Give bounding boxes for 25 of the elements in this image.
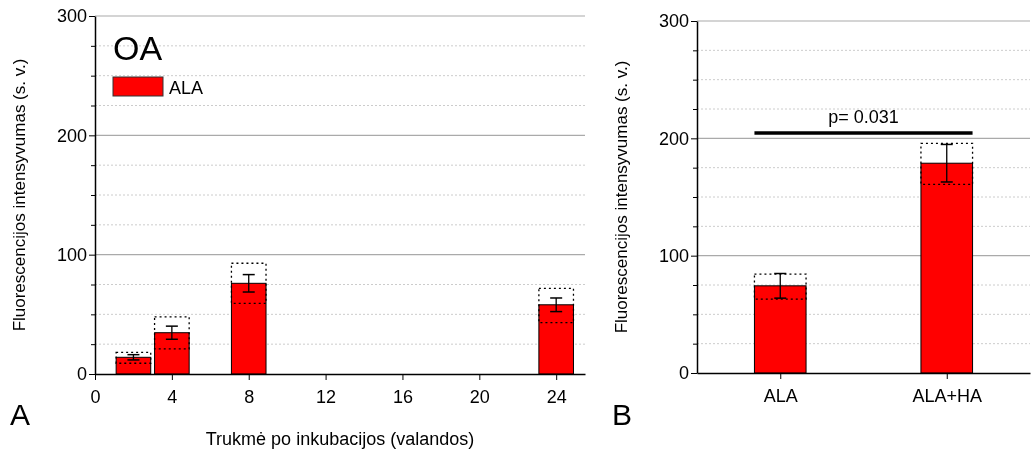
y-tick-label: 0 <box>678 363 689 384</box>
x-tick-label: 8 <box>244 386 255 407</box>
text: A <box>10 398 31 431</box>
x-tick-label: ALA <box>763 385 798 406</box>
y-tick-label: 0 <box>76 364 87 385</box>
x-tick-label: 12 <box>316 386 337 407</box>
chart-title: OA <box>113 29 163 67</box>
y-tick-label: 200 <box>56 125 87 146</box>
y-tick-label: 200 <box>658 128 689 149</box>
x-axis-title: Trukmė po inkubacijos (valandos) <box>205 429 475 449</box>
annotation: p= 0.031 <box>828 107 899 128</box>
y-axis-title: Fluorescencijos intensyvumas (s. v.) <box>10 58 29 332</box>
y-tick-label: 100 <box>658 245 689 266</box>
x-tick-label: 20 <box>469 386 490 407</box>
x-tick-label: 4 <box>167 386 178 407</box>
text: B <box>612 398 633 431</box>
x-tick-label: 0 <box>90 386 101 407</box>
y-tick-label: 100 <box>56 244 87 265</box>
legend-label: ALA <box>169 78 204 98</box>
x-tick-label: 24 <box>546 386 567 407</box>
y-tick-label: 300 <box>56 6 87 27</box>
x-tick-label: ALA+HA <box>912 385 983 406</box>
y-tick-label: 300 <box>658 11 689 32</box>
y-axis-title: Fluorescencijos intensyvumas (s. v.) <box>612 60 631 334</box>
x-tick-label: 16 <box>392 386 413 407</box>
